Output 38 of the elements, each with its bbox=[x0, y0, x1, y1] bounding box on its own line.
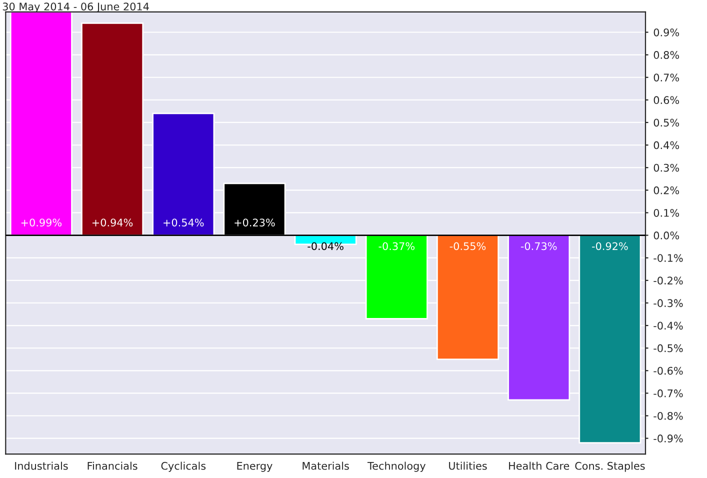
y-tick-label: 0.0% bbox=[654, 232, 680, 240]
data-label: -0.37% bbox=[378, 242, 415, 250]
y-tick-label: -0.1% bbox=[654, 254, 683, 262]
data-label: +0.94% bbox=[92, 218, 133, 226]
y-tick-label: 0.2% bbox=[654, 186, 680, 194]
x-tick-label: Technology bbox=[367, 462, 426, 472]
x-tick-label: Energy bbox=[237, 462, 272, 472]
x-tick-label: Financials bbox=[88, 462, 138, 470]
data-label: +0.54% bbox=[164, 218, 204, 226]
data-label: -0.92% bbox=[592, 242, 628, 250]
y-tick-label: 0.9% bbox=[654, 28, 680, 36]
y-tick-label: 0.7% bbox=[654, 74, 680, 82]
x-tick-label: Utilities bbox=[449, 462, 487, 470]
data-label: +0.99% bbox=[21, 218, 62, 226]
y-tick-label: 0.1% bbox=[654, 208, 680, 217]
y-tick-label: -0.8% bbox=[654, 412, 683, 420]
x-tick-label: Industrials bbox=[15, 462, 68, 470]
y-tick-label: -0.5% bbox=[654, 344, 683, 352]
x-tick-label: Cyclicals bbox=[161, 462, 206, 472]
x-tick-label: Health Care bbox=[509, 462, 570, 470]
x-tick-label: Materials bbox=[302, 462, 349, 470]
data-label: -0.04% bbox=[308, 242, 344, 250]
data-label: -0.55% bbox=[450, 242, 486, 250]
y-tick-label: -0.7% bbox=[654, 389, 683, 398]
y-tick-label: -0.9% bbox=[654, 434, 683, 442]
y-tick-label: -0.3% bbox=[654, 299, 683, 308]
data-label: +0.23% bbox=[234, 218, 275, 226]
chart-title: 30 May 2014 - 06 June 2014 bbox=[2, 2, 149, 12]
y-tick-label: 0.6% bbox=[654, 96, 680, 104]
y-tick-label: 0.4% bbox=[654, 141, 680, 150]
data-label: -0.73% bbox=[520, 242, 557, 250]
y-tick-label: 0.3% bbox=[654, 164, 680, 172]
y-tick-label: -0.4% bbox=[654, 322, 683, 330]
y-tick-label: -0.6% bbox=[654, 366, 683, 375]
y-tick-label: 0.8% bbox=[654, 51, 680, 59]
y-tick-label: 0.5% bbox=[654, 118, 680, 127]
y-tick-label: -0.2% bbox=[654, 276, 683, 285]
x-tick-label: Cons. Staples bbox=[575, 462, 645, 472]
